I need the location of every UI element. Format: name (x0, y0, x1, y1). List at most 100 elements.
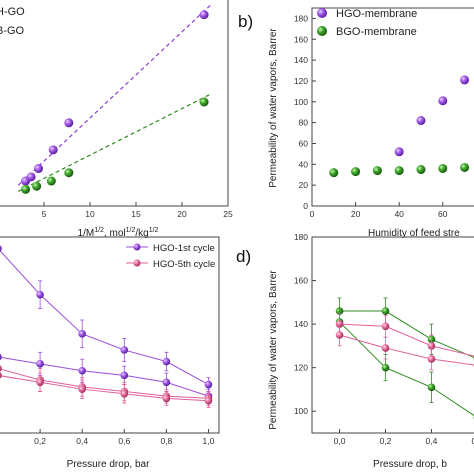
x-tick-label: 0,0 (334, 436, 346, 446)
data-point (78, 385, 86, 393)
data-point (36, 290, 44, 299)
y-tick-label: 180 (294, 13, 308, 23)
x-tick-label: 60 (438, 209, 448, 219)
panel-a-points (21, 10, 209, 194)
panel-c-legend: HGO-1st cycle HGO-5th cycle (126, 243, 215, 270)
panel-c-x-axis-label: Pressure drop, bar (67, 459, 150, 470)
panel-a-legend: H-GO B-GO (0, 6, 25, 37)
x-tick-label: 20 (177, 209, 187, 219)
data-point-h-go (48, 145, 58, 155)
panel-c-series (0, 245, 213, 409)
legend-marker-bgo (317, 26, 327, 36)
data-point-h-go (33, 164, 43, 174)
data-point-hgo (438, 96, 448, 106)
y-tick-label: 140 (294, 319, 308, 329)
data-point (162, 394, 171, 403)
legend-marker-5th (133, 259, 141, 267)
data-point-h-go (64, 118, 74, 128)
data-point (381, 363, 390, 372)
series-line-0 (0, 249, 209, 386)
y-tick-label: 140 (294, 55, 308, 65)
y-tick-label: 160 (294, 34, 308, 44)
y-tick-label: 20 (299, 180, 309, 190)
data-point (0, 365, 2, 372)
x-tick-label: 20 (351, 209, 361, 219)
data-point (0, 245, 2, 252)
x-tick-label: 15 (131, 209, 141, 219)
data-point-b-go (199, 97, 209, 107)
x-tick-label: 0,4 (76, 436, 88, 446)
y-tick-label: 120 (294, 76, 308, 86)
x-tick-label: 0,6 (118, 436, 130, 446)
y-tick-label: 80 (299, 118, 309, 128)
panel-c-frame (0, 236, 220, 434)
data-point-bgo (372, 166, 382, 176)
panel-b-label: b) (238, 12, 253, 31)
panel-b-points (329, 75, 470, 178)
panel-b: b) Permeability of water vapors, Barrer … (238, 7, 474, 239)
data-point-bgo (351, 167, 361, 177)
panel-c-ticks: 0,2 0,4 0,6 0,8 1,0 (34, 429, 215, 446)
data-point-bgo (416, 165, 426, 175)
panel-d-y-axis-label: Permeability of water vapors, Barrer (268, 270, 279, 430)
data-point-b-go (64, 168, 74, 178)
panel-a-x-axis-label: 1/M1/2, mol1/2/kg1/2 (78, 227, 159, 239)
data-point (381, 344, 390, 352)
data-point (162, 378, 171, 387)
x-tick-label: 0,6 (471, 436, 474, 446)
data-point (381, 307, 390, 315)
data-point (36, 360, 44, 368)
y-tick-label: 100 (294, 97, 308, 107)
data-point (427, 383, 436, 392)
legend-marker-hgo (317, 8, 327, 18)
data-point (78, 366, 86, 375)
fit-line-h-go (17, 3, 212, 186)
legend-item-h-go: H-GO (0, 6, 25, 18)
x-tick-label: 0 (310, 209, 315, 219)
data-point (0, 353, 2, 361)
series-line-2 (0, 368, 209, 399)
y-tick-label: 180 (294, 232, 308, 242)
series-line-2 (339, 323, 474, 357)
legend-item-bgo-membrane: BGO-membrane (336, 26, 417, 38)
data-point (162, 357, 171, 366)
data-point (78, 330, 86, 338)
data-point (204, 380, 213, 389)
data-point-b-go (46, 176, 56, 186)
x-tick-label: 0,2 (380, 436, 392, 446)
y-tick-label: 40 (299, 159, 309, 169)
data-point (204, 396, 213, 405)
x-tick-label: 0,2 (34, 436, 46, 446)
series-line-3 (339, 334, 474, 366)
data-point (381, 322, 390, 331)
panel-a-fit-lines (17, 3, 212, 192)
y-tick-label: 100 (294, 406, 308, 416)
data-point (0, 372, 2, 379)
y-tick-label: 120 (294, 363, 308, 373)
x-tick-label: 40 (394, 209, 404, 219)
x-tick-label: 5 (42, 209, 47, 219)
panel-b-y-axis-label: Permeability of water vapors, Barrer (268, 28, 279, 188)
panel-b-ticks: 0 20 40 60 80 100 120 140 160 180 0 20 40 60 (294, 13, 448, 219)
panel-b-frame (311, 7, 474, 207)
legend-item-hgo-5th-cycle: HGO-5th cycle (153, 259, 215, 270)
data-point-hgo (394, 147, 404, 157)
data-point-hgo (416, 116, 426, 126)
data-point (36, 378, 44, 387)
data-point (120, 346, 129, 354)
legend-item-hgo-membrane: HGO-membrane (336, 8, 417, 20)
panel-d-x-axis-label: Pressure drop, b (373, 459, 447, 470)
data-point (427, 355, 436, 363)
panel-d: d) Permeability of water vapors, Barrer … (236, 232, 474, 470)
data-point-b-go (21, 184, 31, 194)
data-point (120, 390, 129, 398)
panel-d-label: d) (236, 247, 251, 266)
panel-b-x-axis-label: Humidity of feed stre (368, 228, 460, 239)
data-point (335, 331, 344, 339)
data-point-hgo (460, 75, 470, 85)
panel-d-frame (311, 236, 474, 434)
series-line-1 (339, 321, 474, 417)
data-point-bgo (394, 166, 404, 176)
x-tick-label: 0,4 (426, 436, 438, 446)
